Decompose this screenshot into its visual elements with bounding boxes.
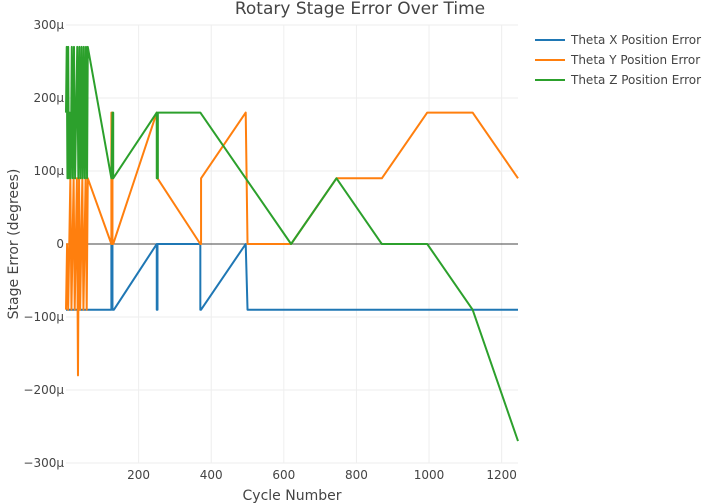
x-tick-label: 800: [345, 468, 368, 482]
legend-swatch-theta-z: [535, 79, 565, 81]
y-tick-label: 100μ: [33, 164, 64, 178]
y-tick-labels: 300μ 200μ 100μ 0 −100μ −200μ −300μ: [23, 18, 64, 470]
legend-item-theta-x[interactable]: Theta X Position Error: [535, 30, 701, 50]
x-axis-title: Cycle Number: [243, 488, 342, 504]
series-lines: [65, 45, 519, 442]
chart-legend: Theta X Position Error Theta Y Position …: [535, 30, 701, 90]
x-tick-label: 200: [127, 468, 150, 482]
series-line-theta-y: [65, 111, 519, 377]
series-line-theta-z: [65, 45, 519, 442]
y-tick-label: 200μ: [33, 91, 64, 105]
legend-label-theta-y: Theta Y Position Error: [571, 53, 701, 67]
legend-swatch-theta-y: [535, 59, 565, 61]
y-tick-label: −200μ: [23, 383, 64, 397]
y-axis-title: Stage Error (degrees): [6, 169, 22, 320]
x-tick-labels: 200 400 600 800 1000 1200: [127, 468, 517, 482]
legend-item-theta-z[interactable]: Theta Z Position Error: [535, 70, 701, 90]
y-tick-label: −300μ: [23, 456, 64, 470]
legend-label-theta-x: Theta X Position Error: [571, 33, 702, 47]
x-tick-label: 1000: [414, 468, 445, 482]
legend-label-theta-z: Theta Z Position Error: [571, 73, 702, 87]
legend-item-theta-y[interactable]: Theta Y Position Error: [535, 50, 701, 70]
x-tick-label: 1200: [486, 468, 517, 482]
legend-swatch-theta-x: [535, 39, 565, 41]
x-tick-label: 400: [200, 468, 223, 482]
x-tick-label: 600: [272, 468, 295, 482]
y-tick-label: 300μ: [33, 18, 64, 32]
chart-title: Rotary Stage Error Over Time: [235, 0, 485, 19]
y-tick-label: −100μ: [23, 310, 64, 324]
y-tick-label: 0: [56, 237, 64, 251]
